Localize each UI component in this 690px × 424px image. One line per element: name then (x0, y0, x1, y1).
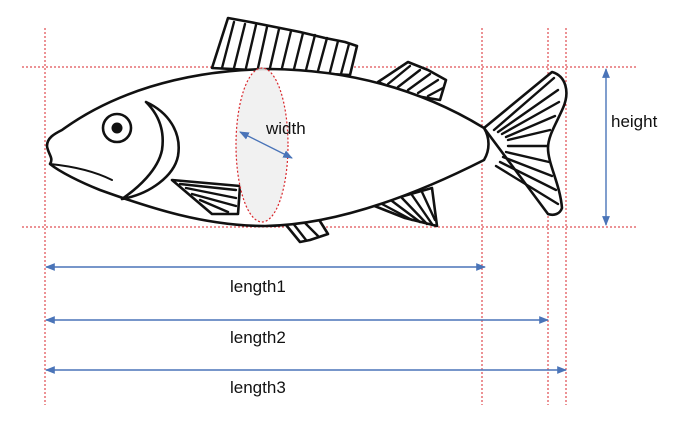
fish-pupil (111, 122, 123, 134)
length2-label: length2 (230, 328, 286, 347)
fish-icon (45, 16, 568, 244)
length3-label: length3 (230, 378, 286, 397)
fish-mouth (49, 163, 113, 181)
width-cross-section (235, 67, 289, 223)
width-label: width (265, 119, 306, 138)
anal-fin (370, 186, 439, 228)
height-label: height (611, 112, 658, 131)
length1-label: length1 (230, 277, 286, 296)
pectoral-fin (170, 178, 242, 216)
width-arrow (239, 131, 293, 159)
gill-cover (120, 100, 180, 201)
guide-lines (22, 28, 636, 405)
dorsal-fin (210, 16, 359, 77)
caudal-fin (482, 70, 568, 217)
